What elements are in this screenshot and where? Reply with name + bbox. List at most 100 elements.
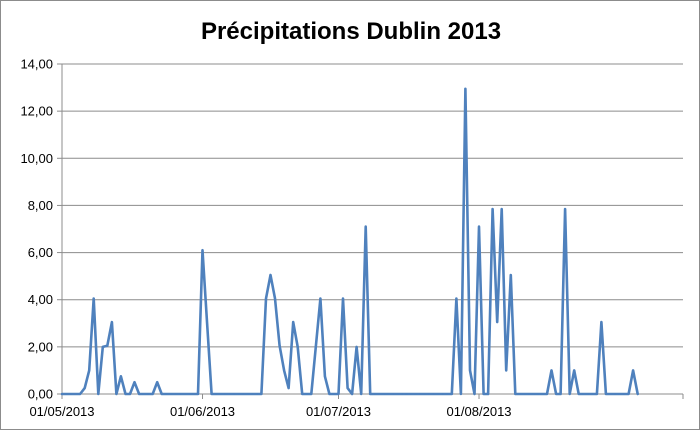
data-point (632, 369, 634, 372)
data-point (138, 393, 140, 395)
data-point (532, 393, 535, 395)
data-point (197, 393, 199, 395)
data-point (324, 375, 326, 378)
data-point (233, 393, 236, 395)
data-point (437, 393, 440, 395)
data-point (500, 208, 503, 210)
data-point (573, 369, 576, 372)
data-point (61, 393, 63, 395)
data-point (215, 393, 217, 395)
gridlines (62, 63, 683, 348)
data-point (65, 393, 68, 395)
data-point (274, 297, 276, 300)
series (60, 87, 639, 396)
data-point (88, 369, 90, 372)
data-point (487, 393, 489, 395)
data-point (428, 393, 430, 395)
data-point (201, 249, 204, 252)
data-point (496, 321, 498, 323)
data-point (514, 393, 517, 395)
data-point (151, 393, 154, 395)
data-point (92, 297, 95, 300)
data-point (364, 225, 367, 228)
data-point (383, 393, 385, 395)
data-point (147, 393, 149, 395)
data-point (523, 393, 526, 395)
data-point (369, 393, 372, 395)
data-point (441, 393, 444, 395)
chart-title: Précipitations Dublin 2013 (201, 18, 501, 45)
data-point (401, 393, 403, 395)
x-axis-tick-labels: 01/05/2013 01/06/2013 01/07/2013 01/08/2013 (29, 404, 511, 419)
data-point (469, 369, 471, 372)
data-point (183, 393, 186, 395)
data-point (419, 393, 421, 395)
data-point (577, 393, 580, 395)
data-point (546, 393, 548, 395)
data-point (373, 393, 376, 395)
x-tick-label: 01/05/2013 (29, 404, 94, 419)
data-point (165, 393, 168, 395)
data-point (265, 297, 267, 300)
data-point (346, 387, 349, 389)
data-point (505, 369, 508, 372)
data-point (605, 393, 607, 395)
data-point (519, 393, 521, 395)
y-tick-label: 4,00 (28, 292, 53, 307)
data-point (292, 321, 294, 323)
data-point (537, 393, 539, 395)
data-point (224, 393, 226, 395)
data-point (79, 393, 81, 395)
data-point (623, 393, 625, 395)
data-point (555, 393, 557, 395)
data-point (315, 346, 317, 348)
y-axis-tick-labels: 0,00 2,00 4,00 6,00 8,00 10,00 12,00 14,00 (20, 57, 53, 402)
data-point (405, 393, 408, 395)
data-point (392, 393, 394, 395)
data-point (260, 393, 263, 395)
data-point (414, 393, 417, 395)
data-point (106, 344, 109, 347)
data-point (301, 393, 304, 395)
data-point (568, 393, 571, 395)
data-point (169, 393, 172, 395)
data-point (142, 393, 145, 395)
data-point (482, 393, 485, 395)
data-point (174, 393, 177, 395)
data-point (596, 393, 598, 395)
data-point (337, 393, 340, 395)
data-point (618, 393, 621, 395)
data-point (70, 393, 72, 395)
data-point (564, 208, 566, 210)
data-point (355, 346, 358, 348)
y-tick-label: 0,00 (28, 387, 53, 402)
y-tick-label: 8,00 (28, 198, 53, 213)
data-point (451, 393, 453, 395)
data-point (600, 321, 603, 323)
data-point (432, 393, 435, 395)
data-point (296, 346, 299, 348)
data-point (396, 393, 399, 395)
data-point (460, 393, 462, 395)
data-point (192, 393, 195, 395)
data-point (509, 274, 512, 276)
data-point (478, 225, 480, 228)
data-point (269, 274, 272, 276)
data-point (83, 387, 86, 389)
data-point (342, 297, 344, 300)
data-point (74, 393, 77, 395)
data-point (455, 297, 458, 300)
data-point (541, 393, 544, 395)
data-point (378, 393, 381, 395)
data-point (305, 393, 308, 395)
data-point (582, 393, 585, 395)
data-point (609, 393, 612, 395)
data-point (550, 369, 553, 372)
data-point (636, 393, 639, 395)
data-point (101, 346, 104, 348)
data-point (97, 393, 100, 395)
data-point (328, 393, 331, 395)
y-tick-label: 12,00 (20, 104, 53, 119)
y-tick-label: 14,00 (20, 57, 53, 72)
